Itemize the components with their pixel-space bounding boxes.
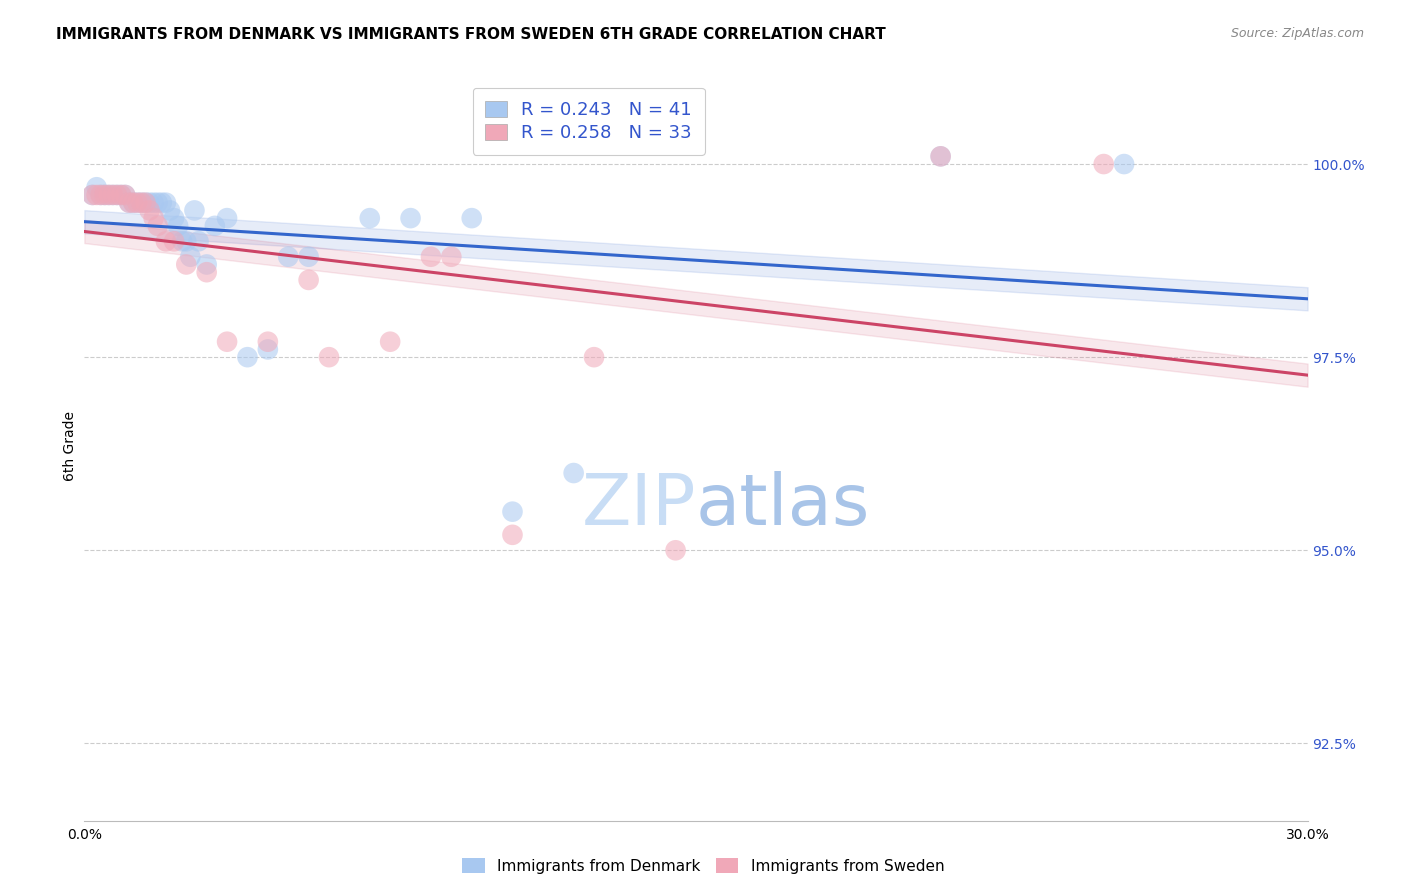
Point xyxy=(1114,157,1136,171)
Point xyxy=(82,188,104,202)
Point xyxy=(86,180,108,194)
Point xyxy=(502,528,524,542)
Point xyxy=(97,188,120,202)
Point xyxy=(142,195,165,210)
Point xyxy=(204,219,226,233)
Point xyxy=(135,195,157,210)
Point xyxy=(257,343,280,357)
Point xyxy=(159,203,181,218)
Point xyxy=(277,250,299,264)
Point xyxy=(122,195,145,210)
Point xyxy=(131,195,153,210)
Point xyxy=(562,466,585,480)
Point xyxy=(461,211,484,226)
Point xyxy=(150,195,173,210)
Point xyxy=(929,149,952,163)
Point xyxy=(236,350,259,364)
Point xyxy=(163,211,186,226)
Point xyxy=(90,188,112,202)
Point xyxy=(420,250,443,264)
Point xyxy=(195,265,218,279)
Point xyxy=(380,334,402,349)
Point xyxy=(101,188,124,202)
Point xyxy=(118,195,141,210)
Point xyxy=(155,235,177,249)
Point xyxy=(583,350,606,364)
Point xyxy=(146,195,169,210)
Point xyxy=(195,257,218,271)
Point xyxy=(217,211,239,226)
Point xyxy=(82,188,104,202)
Point xyxy=(172,235,194,249)
Point xyxy=(298,250,321,264)
Point xyxy=(187,235,209,249)
Point xyxy=(110,188,132,202)
Text: IMMIGRANTS FROM DENMARK VS IMMIGRANTS FROM SWEDEN 6TH GRADE CORRELATION CHART: IMMIGRANTS FROM DENMARK VS IMMIGRANTS FR… xyxy=(56,27,886,42)
Point xyxy=(665,543,688,558)
Point xyxy=(97,188,120,202)
Point xyxy=(122,195,145,210)
Point xyxy=(93,188,115,202)
Point xyxy=(929,149,952,163)
Point xyxy=(110,188,132,202)
Point xyxy=(359,211,381,226)
Point xyxy=(131,195,153,210)
Y-axis label: 6th Grade: 6th Grade xyxy=(63,411,77,481)
Point xyxy=(174,257,197,271)
Point xyxy=(146,219,169,233)
Point xyxy=(257,334,280,349)
Point xyxy=(114,188,136,202)
Point xyxy=(179,250,201,264)
Point xyxy=(183,203,205,218)
Point xyxy=(90,188,112,202)
Point xyxy=(142,211,165,226)
Point xyxy=(167,219,190,233)
Point xyxy=(174,235,197,249)
Point xyxy=(1092,157,1115,171)
Point xyxy=(138,195,160,210)
Text: ZIP: ZIP xyxy=(582,472,696,541)
Point xyxy=(155,195,177,210)
Point xyxy=(217,334,239,349)
Text: atlas: atlas xyxy=(696,472,870,541)
Point xyxy=(127,195,149,210)
Point xyxy=(163,235,186,249)
Point xyxy=(105,188,128,202)
Point xyxy=(114,188,136,202)
Text: Source: ZipAtlas.com: Source: ZipAtlas.com xyxy=(1230,27,1364,40)
Point xyxy=(101,188,124,202)
Legend: R = 0.243   N = 41, R = 0.258   N = 33: R = 0.243 N = 41, R = 0.258 N = 33 xyxy=(472,88,704,155)
Point xyxy=(86,188,108,202)
Point xyxy=(105,188,128,202)
Point xyxy=(93,188,115,202)
Legend: Immigrants from Denmark, Immigrants from Sweden: Immigrants from Denmark, Immigrants from… xyxy=(456,852,950,880)
Point xyxy=(135,195,157,210)
Point xyxy=(118,195,141,210)
Point xyxy=(138,203,160,218)
Point xyxy=(440,250,463,264)
Point xyxy=(502,505,524,519)
Point xyxy=(127,195,149,210)
Point xyxy=(298,273,321,287)
Point xyxy=(399,211,422,226)
Point xyxy=(318,350,340,364)
